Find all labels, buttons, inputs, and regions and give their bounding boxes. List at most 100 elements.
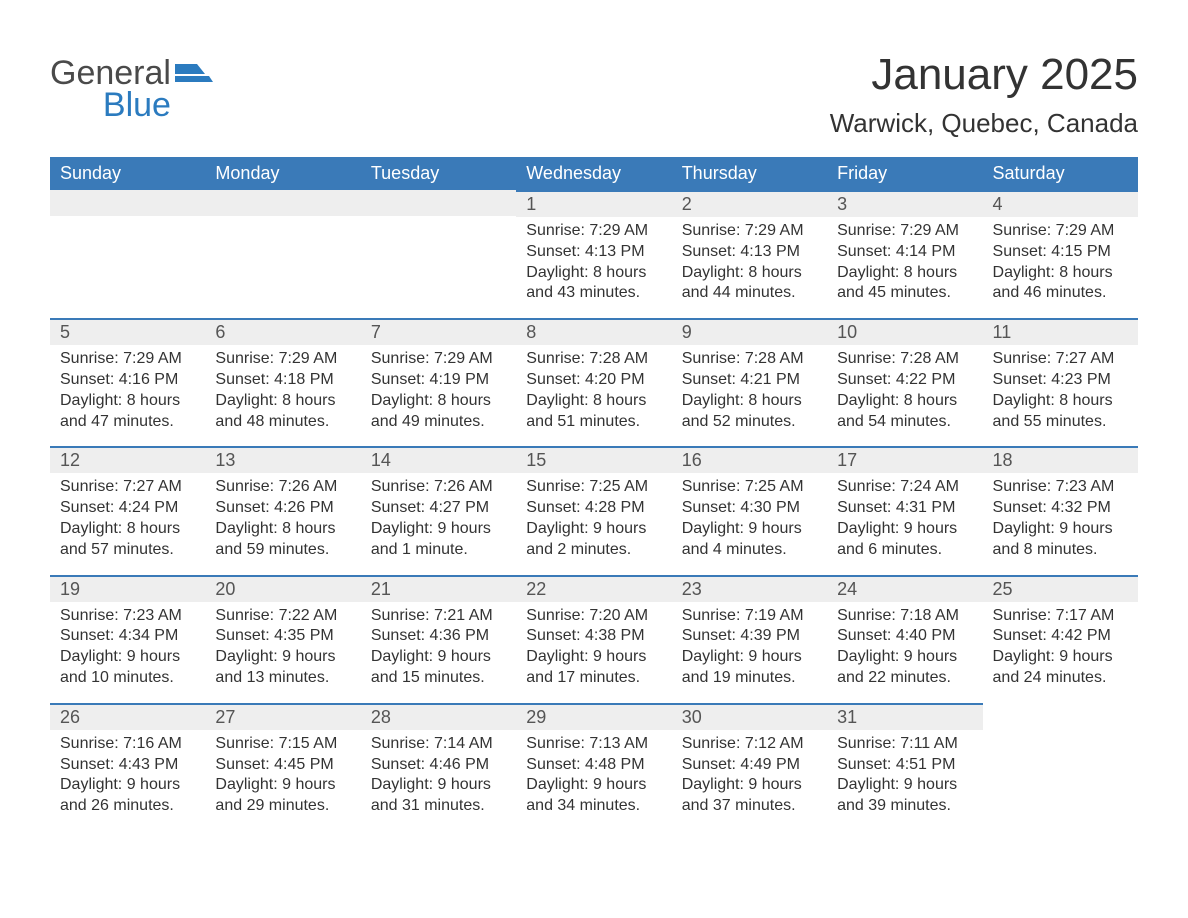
day-info-sunset: Sunset: 4:36 PM	[367, 626, 510, 647]
day-cell: 5Sunrise: 7:29 AMSunset: 4:16 PMDaylight…	[50, 318, 205, 446]
day-info-dl1: Daylight: 9 hours	[211, 775, 354, 796]
day-number-bar: 25	[983, 575, 1138, 602]
week-row: 5Sunrise: 7:29 AMSunset: 4:16 PMDaylight…	[50, 318, 1138, 446]
day-number: 31	[837, 707, 857, 727]
day-number: 23	[682, 579, 702, 599]
day-info-dl1: Daylight: 8 hours	[56, 519, 199, 540]
day-info-sunset: Sunset: 4:35 PM	[211, 626, 354, 647]
day-info-dl1: Daylight: 9 hours	[833, 519, 976, 540]
day-number-bar: 29	[516, 703, 671, 730]
day-cell: 23Sunrise: 7:19 AMSunset: 4:39 PMDayligh…	[672, 575, 827, 703]
week-row: 12Sunrise: 7:27 AMSunset: 4:24 PMDayligh…	[50, 446, 1138, 574]
day-cell: 20Sunrise: 7:22 AMSunset: 4:35 PMDayligh…	[205, 575, 360, 703]
day-cell: 9Sunrise: 7:28 AMSunset: 4:21 PMDaylight…	[672, 318, 827, 446]
day-info-dl1: Daylight: 9 hours	[678, 647, 821, 668]
day-info-dl2: and 46 minutes.	[989, 283, 1132, 304]
day-cell-empty	[50, 190, 205, 318]
weekday-header: Sunday	[50, 157, 205, 190]
day-cell: 17Sunrise: 7:24 AMSunset: 4:31 PMDayligh…	[827, 446, 982, 574]
day-info-sunset: Sunset: 4:30 PM	[678, 498, 821, 519]
day-info-sunset: Sunset: 4:34 PM	[56, 626, 199, 647]
day-info-sunset: Sunset: 4:16 PM	[56, 370, 199, 391]
day-info-dl2: and 19 minutes.	[678, 668, 821, 689]
day-cell: 11Sunrise: 7:27 AMSunset: 4:23 PMDayligh…	[983, 318, 1138, 446]
day-cell: 13Sunrise: 7:26 AMSunset: 4:26 PMDayligh…	[205, 446, 360, 574]
day-info-sunset: Sunset: 4:23 PM	[989, 370, 1132, 391]
day-info-dl2: and 1 minute.	[367, 540, 510, 561]
day-info-sunset: Sunset: 4:14 PM	[833, 242, 976, 263]
day-info-dl1: Daylight: 9 hours	[989, 519, 1132, 540]
day-info-sunrise: Sunrise: 7:29 AM	[522, 221, 665, 242]
day-cell: 2Sunrise: 7:29 AMSunset: 4:13 PMDaylight…	[672, 190, 827, 318]
day-info-dl1: Daylight: 8 hours	[367, 391, 510, 412]
logo-text: General Blue	[50, 56, 171, 123]
day-info-sunset: Sunset: 4:38 PM	[522, 626, 665, 647]
day-info-sunrise: Sunrise: 7:23 AM	[56, 606, 199, 627]
month-title: January 2025	[830, 50, 1138, 100]
day-info-sunset: Sunset: 4:20 PM	[522, 370, 665, 391]
day-info-sunset: Sunset: 4:26 PM	[211, 498, 354, 519]
day-info-dl1: Daylight: 9 hours	[211, 647, 354, 668]
day-cell: 24Sunrise: 7:18 AMSunset: 4:40 PMDayligh…	[827, 575, 982, 703]
day-number-bar: 10	[827, 318, 982, 345]
day-cell: 14Sunrise: 7:26 AMSunset: 4:27 PMDayligh…	[361, 446, 516, 574]
day-info-sunrise: Sunrise: 7:29 AM	[833, 221, 976, 242]
day-info-sunrise: Sunrise: 7:26 AM	[211, 477, 354, 498]
day-info-dl2: and 34 minutes.	[522, 796, 665, 817]
day-info-sunrise: Sunrise: 7:13 AM	[522, 734, 665, 755]
logo: General Blue	[50, 50, 213, 123]
day-number-bar: 17	[827, 446, 982, 473]
day-cell: 15Sunrise: 7:25 AMSunset: 4:28 PMDayligh…	[516, 446, 671, 574]
day-info-dl2: and 17 minutes.	[522, 668, 665, 689]
day-info-dl1: Daylight: 8 hours	[833, 263, 976, 284]
day-info-dl1: Daylight: 8 hours	[522, 263, 665, 284]
day-info-sunrise: Sunrise: 7:29 AM	[211, 349, 354, 370]
day-info-sunset: Sunset: 4:39 PM	[678, 626, 821, 647]
day-number: 19	[60, 579, 80, 599]
day-number: 30	[682, 707, 702, 727]
day-cell-empty	[361, 190, 516, 318]
day-info-dl2: and 54 minutes.	[833, 412, 976, 433]
day-info-dl2: and 31 minutes.	[367, 796, 510, 817]
day-info-sunrise: Sunrise: 7:23 AM	[989, 477, 1132, 498]
day-number: 25	[993, 579, 1013, 599]
day-cell: 8Sunrise: 7:28 AMSunset: 4:20 PMDaylight…	[516, 318, 671, 446]
day-info-sunset: Sunset: 4:18 PM	[211, 370, 354, 391]
day-info-sunset: Sunset: 4:27 PM	[367, 498, 510, 519]
day-info-sunrise: Sunrise: 7:18 AM	[833, 606, 976, 627]
day-info-dl1: Daylight: 9 hours	[678, 519, 821, 540]
day-info-sunrise: Sunrise: 7:24 AM	[833, 477, 976, 498]
day-cell: 10Sunrise: 7:28 AMSunset: 4:22 PMDayligh…	[827, 318, 982, 446]
day-number-bar-empty	[361, 190, 516, 216]
day-info-dl1: Daylight: 8 hours	[211, 391, 354, 412]
day-info-sunrise: Sunrise: 7:27 AM	[989, 349, 1132, 370]
day-number: 20	[215, 579, 235, 599]
day-number: 6	[215, 322, 225, 342]
day-info-sunrise: Sunrise: 7:29 AM	[678, 221, 821, 242]
week-row: 1Sunrise: 7:29 AMSunset: 4:13 PMDaylight…	[50, 190, 1138, 318]
day-cell: 4Sunrise: 7:29 AMSunset: 4:15 PMDaylight…	[983, 190, 1138, 318]
day-info-dl1: Daylight: 8 hours	[56, 391, 199, 412]
day-info-dl2: and 37 minutes.	[678, 796, 821, 817]
day-info-dl2: and 43 minutes.	[522, 283, 665, 304]
day-number-bar: 19	[50, 575, 205, 602]
day-info-dl1: Daylight: 9 hours	[367, 775, 510, 796]
day-cell: 7Sunrise: 7:29 AMSunset: 4:19 PMDaylight…	[361, 318, 516, 446]
weekday-header: Tuesday	[361, 157, 516, 190]
day-info-sunset: Sunset: 4:43 PM	[56, 755, 199, 776]
day-number-bar: 1	[516, 190, 671, 217]
day-info-dl1: Daylight: 8 hours	[678, 391, 821, 412]
day-cell: 12Sunrise: 7:27 AMSunset: 4:24 PMDayligh…	[50, 446, 205, 574]
day-number-bar: 31	[827, 703, 982, 730]
day-number: 18	[993, 450, 1013, 470]
day-cell: 18Sunrise: 7:23 AMSunset: 4:32 PMDayligh…	[983, 446, 1138, 574]
day-cell-empty	[205, 190, 360, 318]
weekday-header: Monday	[205, 157, 360, 190]
day-info-dl2: and 8 minutes.	[989, 540, 1132, 561]
day-number-bar: 13	[205, 446, 360, 473]
day-info-sunrise: Sunrise: 7:21 AM	[367, 606, 510, 627]
day-number: 11	[993, 322, 1012, 342]
day-number: 4	[993, 194, 1003, 214]
day-number: 12	[60, 450, 80, 470]
day-cell-empty	[983, 703, 1138, 831]
